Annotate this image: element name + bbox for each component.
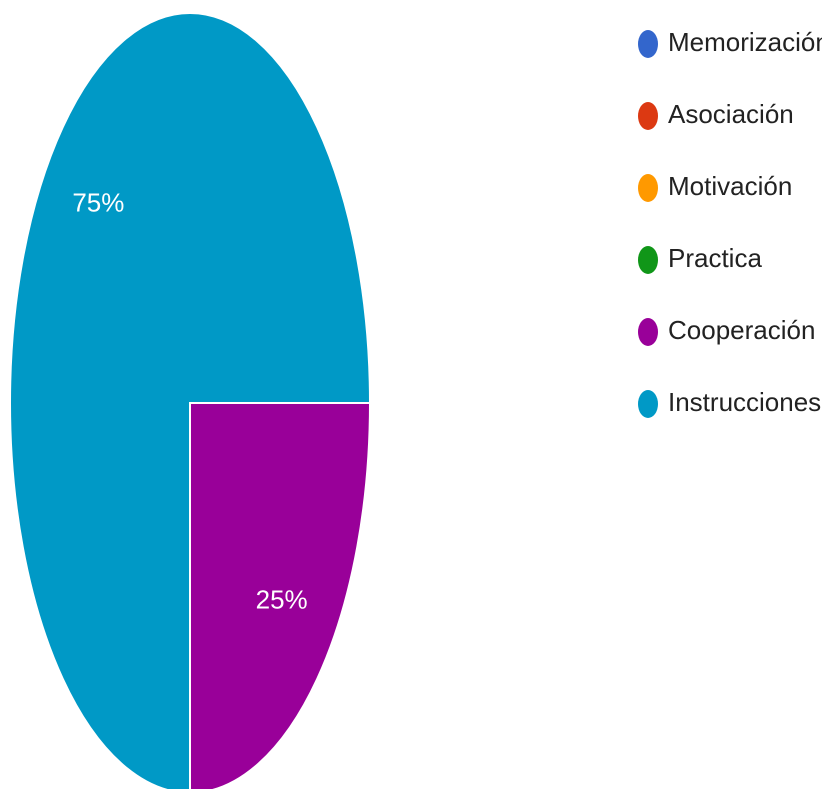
legend-marker: [638, 246, 658, 274]
legend-marker: [638, 30, 658, 58]
pie-slice: [189, 402, 372, 789]
pie-slice: [9, 12, 372, 789]
legend-text: Asociación: [668, 99, 794, 129]
legend-text: Cooperación: [668, 315, 815, 345]
legend-text: Memorización: [668, 27, 822, 57]
slice-label: 25%: [256, 584, 308, 614]
legend-marker: [638, 390, 658, 418]
slice-label: 75%: [72, 187, 124, 217]
legend-text: Motivación: [668, 171, 792, 201]
legend-text: Instrucciones: [668, 387, 821, 417]
legend-marker: [638, 318, 658, 346]
legend-marker: [638, 102, 658, 130]
legend-text: Practica: [668, 243, 762, 273]
legend-marker: [638, 174, 658, 202]
